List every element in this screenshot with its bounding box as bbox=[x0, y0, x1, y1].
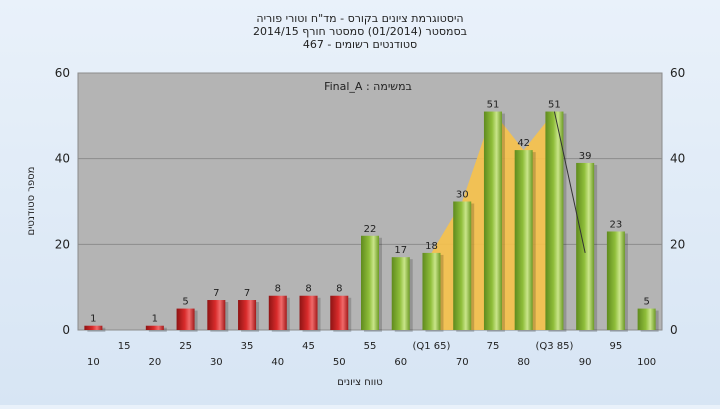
value-label-40: 8 bbox=[275, 284, 281, 295]
x-tick-label-55: 55 bbox=[364, 341, 377, 352]
x-tick-label-10: 10 bbox=[87, 357, 100, 368]
value-label-95: 23 bbox=[610, 219, 623, 230]
x-tick-label-20: 20 bbox=[148, 357, 161, 368]
value-label-90: 39 bbox=[579, 151, 592, 162]
bar-100 bbox=[637, 308, 656, 330]
x-tick-label-40: 40 bbox=[271, 357, 284, 368]
x-tick-label-70: 70 bbox=[456, 357, 469, 368]
chart-title-line-2: בסמסטר (01/2014) סמסטר חורף 2014/15 bbox=[253, 25, 467, 38]
y-tick-left-0: 0 bbox=[62, 323, 70, 337]
bar-75 bbox=[483, 111, 502, 330]
y-tick-right-60: 60 bbox=[670, 66, 685, 80]
value-label-85: 51 bbox=[548, 100, 561, 111]
bar-35 bbox=[238, 300, 257, 330]
bar-80 bbox=[514, 150, 533, 330]
x-tick-label-60: 60 bbox=[394, 357, 407, 368]
x-tick-label-15: 15 bbox=[118, 341, 131, 352]
x-tick-label-85: (Q3 85) bbox=[535, 341, 573, 352]
y-tick-right-40: 40 bbox=[670, 152, 685, 166]
chart-annotation: במשימה : Final_A bbox=[324, 80, 412, 93]
bar-10 bbox=[84, 325, 103, 330]
y-tick-left-40: 40 bbox=[55, 152, 70, 166]
y-axis-left: 0 20 40 60 bbox=[55, 66, 70, 337]
x-tick-label-90: 90 bbox=[579, 357, 592, 368]
bar-40 bbox=[268, 295, 287, 330]
bar-65 bbox=[422, 252, 441, 330]
x-tick-label-100: 100 bbox=[637, 357, 656, 368]
bar-25 bbox=[176, 308, 195, 330]
bar-50 bbox=[330, 295, 349, 330]
chart-title-line-1: היסטוגרמת ציונים בקורס - מד"ח וטורי פורי… bbox=[256, 12, 463, 25]
y-tick-right-0: 0 bbox=[670, 323, 678, 337]
chart-title-line-3: סטודנטים רשומים - 467 bbox=[303, 38, 417, 51]
marker-line bbox=[553, 111, 586, 254]
bars-layer bbox=[84, 111, 659, 332]
x-tick-label-80: 80 bbox=[517, 357, 530, 368]
value-label-65: 18 bbox=[425, 241, 438, 252]
x-tick-label-65: (Q1 65) bbox=[412, 341, 450, 352]
x-tick-label-75: 75 bbox=[487, 341, 500, 352]
value-label-30: 7 bbox=[213, 288, 219, 299]
value-label-10: 1 bbox=[90, 314, 96, 325]
x-axis: 10 15 20 25 30 35 40 45 50 55 60 (Q1 65) 70 75 80 (Q3 8… bbox=[87, 341, 656, 368]
value-label-50: 8 bbox=[336, 284, 342, 295]
value-label-35: 7 bbox=[244, 288, 250, 299]
x-tick-label-25: 25 bbox=[179, 341, 192, 352]
x-tick-label-50: 50 bbox=[333, 357, 346, 368]
x-tick-label-35: 35 bbox=[241, 341, 254, 352]
bar-45 bbox=[299, 295, 318, 330]
bar-30 bbox=[207, 300, 226, 330]
value-label-70: 30 bbox=[456, 190, 469, 201]
value-label-60: 17 bbox=[394, 245, 407, 256]
x-axis-label: טווח ציונים bbox=[337, 377, 382, 388]
y-tick-left-20: 20 bbox=[55, 237, 70, 251]
x-tick-label-45: 45 bbox=[302, 341, 315, 352]
value-label-75: 51 bbox=[487, 100, 500, 111]
value-label-45: 8 bbox=[305, 284, 311, 295]
marker-line-layer bbox=[553, 111, 586, 254]
y-axis-label: מספר סטודנטים bbox=[26, 167, 37, 236]
bar-95 bbox=[606, 231, 625, 330]
bar-20 bbox=[145, 325, 164, 330]
x-tick-label-30: 30 bbox=[210, 357, 223, 368]
bar-70 bbox=[453, 201, 472, 330]
value-label-55: 22 bbox=[364, 224, 377, 235]
x-tick-label-95: 95 bbox=[610, 341, 623, 352]
bar-55 bbox=[361, 235, 379, 330]
chart-titles: היסטוגרמת ציונים בקורס - מד"ח וטורי פורי… bbox=[253, 12, 467, 51]
bar-85 bbox=[545, 111, 564, 330]
y-axis-right: 0 20 40 60 bbox=[670, 66, 685, 337]
value-label-80: 42 bbox=[517, 138, 530, 149]
y-tick-left-60: 60 bbox=[55, 66, 70, 80]
value-labels-layer: 1 1 5 7 7 8 8 8 22 17 18 30 51 42 51 39 23 5 bbox=[90, 100, 650, 325]
value-label-25: 5 bbox=[182, 297, 188, 308]
value-label-20: 1 bbox=[152, 314, 158, 325]
value-label-100: 5 bbox=[643, 297, 649, 308]
bar-60 bbox=[391, 257, 410, 330]
y-tick-right-20: 20 bbox=[670, 237, 685, 251]
bar-90 bbox=[576, 162, 595, 330]
